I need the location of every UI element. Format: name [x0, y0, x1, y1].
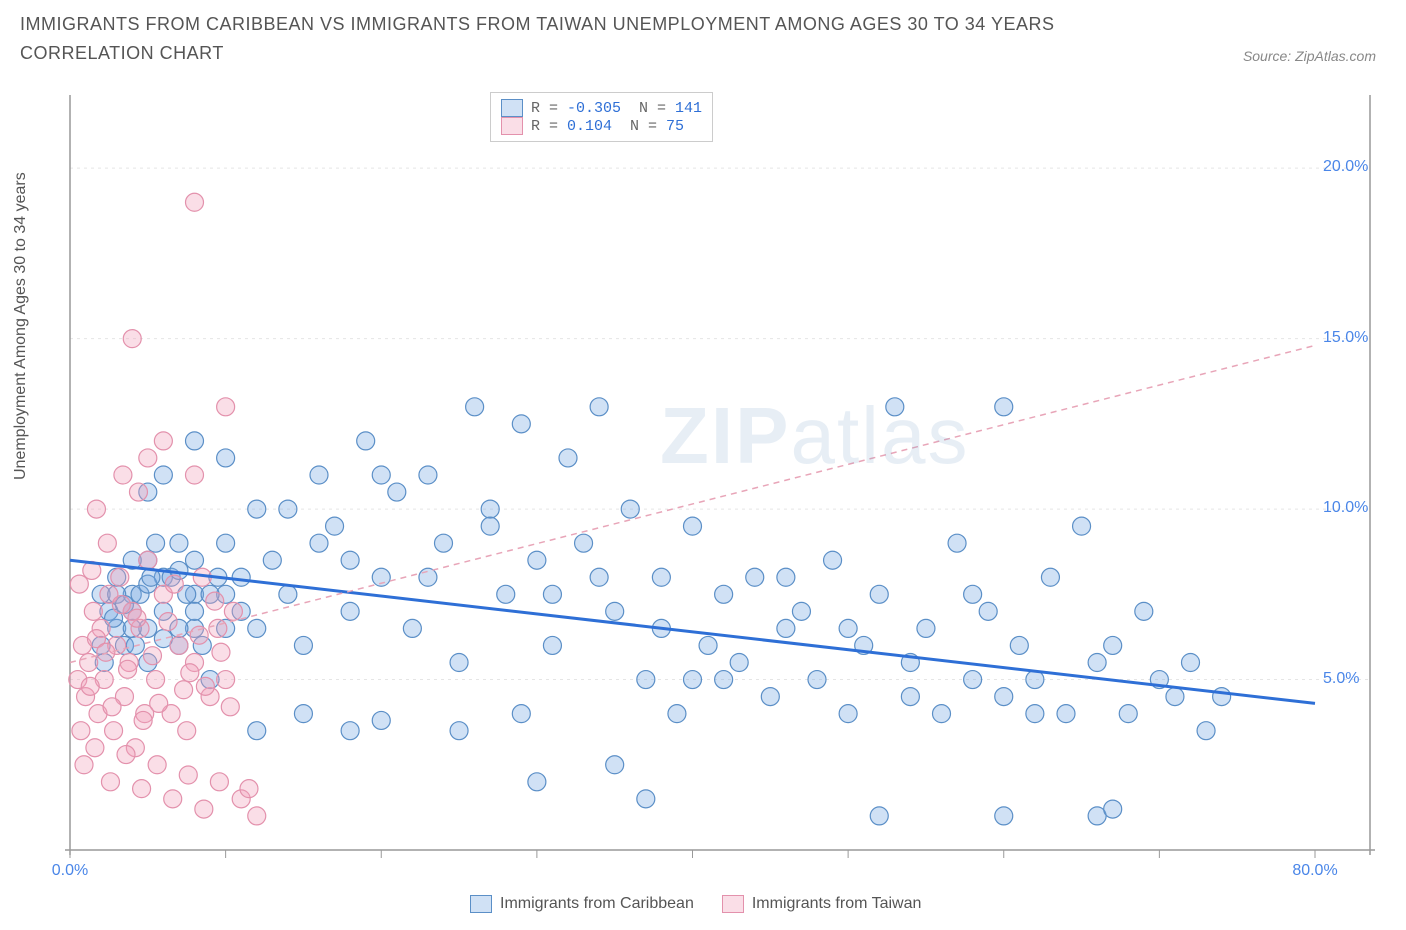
legend-correlation-row: R = -0.305 N = 141: [501, 99, 702, 117]
y-axis-label: Unemployment Among Ages 30 to 34 years: [12, 172, 30, 480]
chart-title: IMMIGRANTS FROM CARIBBEAN VS IMMIGRANTS …: [20, 10, 1120, 68]
legend-correlation-text: R = -0.305 N = 141: [531, 100, 702, 117]
y-tick-label: 5.0%: [1323, 670, 1359, 688]
legend-series-label: Immigrants from Taiwan: [752, 895, 922, 913]
legend-correlation-row: R = 0.104 N = 75: [501, 117, 702, 135]
y-tick-label: 10.0%: [1323, 499, 1368, 517]
x-tick-label: 0.0%: [52, 862, 88, 880]
legend-series-label: Immigrants from Caribbean: [500, 895, 694, 913]
y-tick-label: 15.0%: [1323, 329, 1368, 347]
legend-swatch: [501, 117, 523, 135]
y-tick-label: 20.0%: [1323, 158, 1368, 176]
legend-swatch: [501, 99, 523, 117]
legend-correlation-text: R = 0.104 N = 75: [531, 118, 684, 135]
plot-area: [60, 90, 1380, 870]
source-label: Source: ZipAtlas.com: [1243, 48, 1376, 64]
legend-series: Immigrants from Caribbean Immigrants from…: [470, 895, 921, 913]
legend-series-item: Immigrants from Taiwan: [722, 895, 922, 913]
legend-swatch: [722, 895, 744, 913]
legend-swatch: [470, 895, 492, 913]
legend-correlation: R = -0.305 N = 141R = 0.104 N = 75: [490, 92, 713, 142]
legend-series-item: Immigrants from Caribbean: [470, 895, 694, 913]
x-tick-label: 80.0%: [1292, 862, 1337, 880]
chart-svg: [60, 90, 1380, 870]
chart-container: IMMIGRANTS FROM CARIBBEAN VS IMMIGRANTS …: [0, 0, 1406, 930]
